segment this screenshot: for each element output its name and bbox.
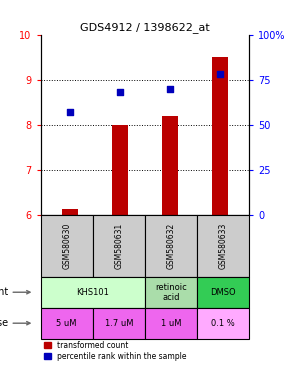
Point bbox=[118, 89, 122, 95]
Bar bbox=[197, 215, 249, 277]
Text: DMSO: DMSO bbox=[211, 288, 236, 297]
Bar bbox=[41, 277, 145, 308]
Text: 5 uM: 5 uM bbox=[57, 319, 77, 328]
Text: retinoic
acid: retinoic acid bbox=[155, 283, 187, 302]
Bar bbox=[112, 125, 128, 215]
Point bbox=[68, 109, 73, 115]
Bar bbox=[41, 308, 93, 339]
Point bbox=[217, 71, 222, 77]
Point bbox=[168, 86, 172, 92]
Text: 1.7 uM: 1.7 uM bbox=[105, 319, 133, 328]
Bar bbox=[212, 57, 228, 215]
Bar bbox=[162, 116, 178, 215]
Bar bbox=[197, 308, 249, 339]
Text: agent: agent bbox=[0, 287, 8, 297]
Text: dose: dose bbox=[0, 318, 8, 328]
Text: GSM580630: GSM580630 bbox=[62, 223, 71, 269]
Bar bbox=[93, 215, 145, 277]
Bar bbox=[145, 308, 197, 339]
Text: GSM580632: GSM580632 bbox=[166, 223, 176, 269]
Legend: transformed count, percentile rank within the sample: transformed count, percentile rank withi… bbox=[44, 341, 186, 361]
Bar bbox=[145, 277, 197, 308]
Text: 0.1 %: 0.1 % bbox=[211, 319, 235, 328]
Bar bbox=[145, 215, 197, 277]
Bar bbox=[197, 277, 249, 308]
Text: 1 uM: 1 uM bbox=[161, 319, 181, 328]
Title: GDS4912 / 1398622_at: GDS4912 / 1398622_at bbox=[80, 22, 210, 33]
Bar bbox=[62, 209, 78, 215]
Bar bbox=[93, 308, 145, 339]
Text: GSM580633: GSM580633 bbox=[219, 223, 228, 269]
Text: GSM580631: GSM580631 bbox=[114, 223, 124, 269]
Text: KHS101: KHS101 bbox=[76, 288, 109, 297]
Bar bbox=[41, 215, 93, 277]
